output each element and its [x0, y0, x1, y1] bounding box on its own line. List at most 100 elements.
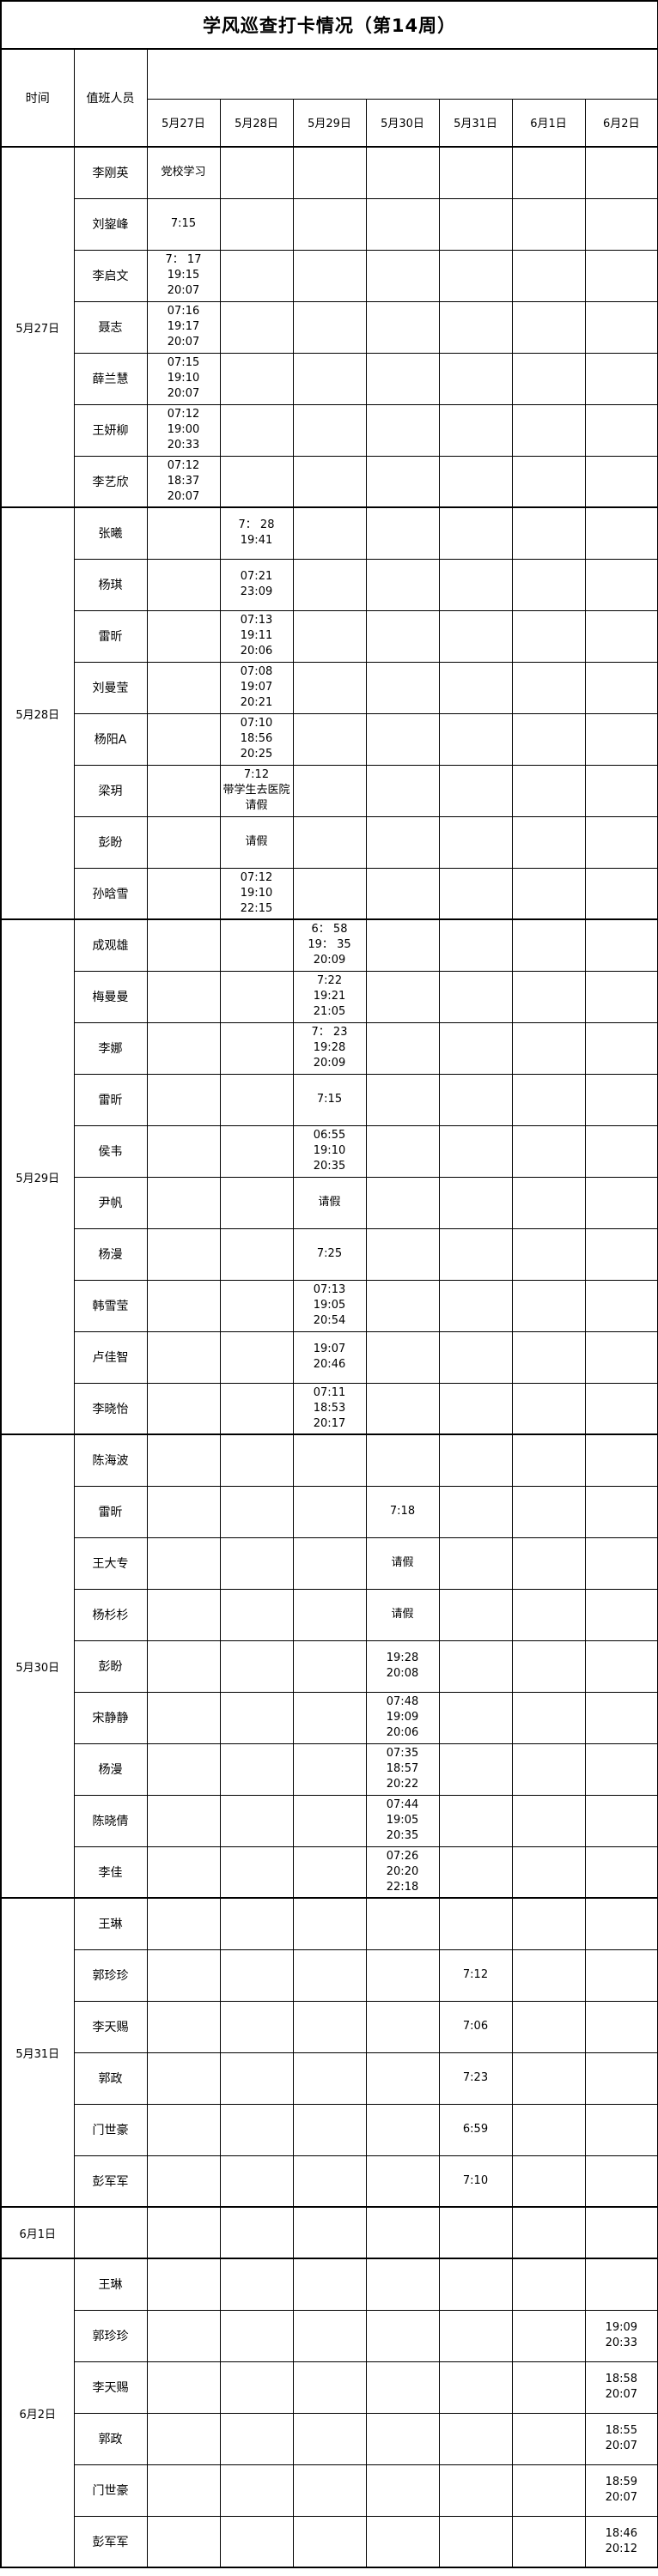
checkin-time: 07:48 — [386, 1695, 419, 1708]
checkin-cell — [584, 1382, 658, 1435]
table-row: 李佳 07:26 20:20 22:18 — [1, 1846, 658, 1899]
checkin-cell — [146, 764, 221, 817]
checkin-time: 请假 — [391, 1556, 414, 1569]
checkin-cell — [146, 1176, 221, 1229]
checkin-cell — [511, 352, 586, 405]
staff-name-cell: 陈海波 — [73, 1433, 148, 1487]
checkin-cell — [511, 2052, 586, 2105]
checkin-time: 19:10 — [167, 372, 200, 385]
checkin-time: 20:06 — [386, 1726, 419, 1739]
table-row: 杨杉杉 请假 — [1, 1588, 658, 1641]
column-header-date: 6月1日 — [511, 98, 586, 148]
staff-name-cell: 李娜 — [73, 1021, 148, 1075]
checkin-time: 7:22 — [316, 974, 343, 987]
checkin-time: 22:15 — [240, 901, 273, 915]
staff-name-cell: 张曦 — [73, 506, 148, 560]
staff-name-cell: 侯韦 — [73, 1124, 148, 1178]
checkin-cell — [146, 1021, 221, 1075]
checkin-cell — [365, 1897, 440, 1950]
checkin-time: 22:18 — [386, 1880, 419, 1894]
checkin-cell — [438, 2412, 513, 2465]
checkin-cell — [511, 1124, 586, 1178]
checkin-cell — [219, 300, 294, 354]
checkin-cell — [438, 1021, 513, 1075]
table-row: 李艺欣 07:12 18:37 20:07 — [1, 455, 658, 508]
table-row: 门世豪 6:59 — [1, 2103, 658, 2156]
checkin-cell — [438, 1691, 513, 1744]
checkin-time: 20:07 — [605, 2440, 638, 2452]
checkin-time: 6:59 — [462, 2123, 489, 2136]
checkin-cell — [584, 2206, 658, 2259]
checkin-time: 07:35 — [386, 1747, 419, 1760]
checkin-cell: 07:16 19:17 20:07 — [146, 300, 221, 354]
checkin-cell — [292, 2052, 367, 2105]
staff-name-cell: 杨漫 — [73, 1743, 148, 1796]
staff-name-cell: 杨杉杉 — [73, 1588, 148, 1641]
header-row-dates: 5月27日 5月28日 5月29日 5月30日 5月31日 6月1日 6月2日 — [1, 98, 658, 148]
checkin-cell — [292, 609, 367, 663]
staff-name-cell: 宋静静 — [73, 1691, 148, 1744]
staff-name-cell: 刘曼莹 — [73, 661, 148, 714]
checkin-cell — [365, 403, 440, 457]
checkin-cell — [438, 146, 513, 199]
checkin-time: 20:07 — [605, 2491, 638, 2504]
time-group-cell: 5月28日 — [0, 506, 75, 920]
checkin-cell — [219, 2000, 294, 2053]
checkin-time: 20:22 — [386, 1778, 419, 1791]
checkin-cell — [438, 352, 513, 405]
checkin-cell — [511, 1949, 586, 2002]
table-row: 5月29日 成观雄 6： 58 19： 35 20:09 — [0, 918, 658, 1435]
checkin-cell — [438, 1227, 513, 1281]
staff-name-cell: 成观雄 — [73, 918, 148, 972]
checkin-time: 20:07 — [167, 284, 200, 297]
checkin-cell — [438, 1485, 513, 1538]
checkin-cell — [365, 764, 440, 817]
table-row: 彭军军 7:10 — [1, 2155, 658, 2208]
checkin-cell — [146, 1330, 221, 1384]
checkin-cell — [219, 2155, 294, 2208]
checkin-cell — [438, 2309, 513, 2362]
checkin-time: 请假 — [391, 1608, 414, 1621]
staff-name-cell: 梅曼曼 — [73, 970, 148, 1023]
checkin-cell — [292, 352, 367, 405]
checkin-cell — [365, 1176, 440, 1229]
checkin-cell — [438, 1588, 513, 1641]
checkin-cell: 7： 17 19:15 20:07 — [146, 249, 221, 302]
checkin-cell — [511, 1846, 586, 1899]
checkin-cell: 07:11 18:53 20:17 — [292, 1382, 367, 1435]
checkin-cell — [365, 2309, 440, 2362]
checkin-cell — [584, 1227, 658, 1281]
checkin-cell — [292, 506, 367, 560]
checkin-time: 18:56 — [240, 732, 273, 745]
table-row: 郭珍珍 19:09 20:33 — [1, 2309, 658, 2362]
checkin-cell — [584, 2103, 658, 2156]
checkin-cell — [584, 1949, 658, 2002]
checkin-cell — [511, 2258, 586, 2311]
checkin-cell — [292, 2206, 367, 2259]
checkin-cell — [365, 918, 440, 972]
checkin-cell: 7:15 — [146, 197, 221, 251]
checkin-time: 19:10 — [313, 1144, 346, 1157]
checkin-cell — [511, 609, 586, 663]
checkin-cell: 07:15 19:10 20:07 — [146, 352, 221, 405]
staff-name-cell — [73, 2206, 148, 2259]
checkin-cell — [219, 970, 294, 1023]
checkin-cell: 6:59 — [438, 2103, 513, 2156]
checkin-cell: 07:26 20:20 22:18 — [365, 1846, 440, 1899]
checkin-cell — [292, 197, 367, 251]
checkin-time: 20:09 — [313, 1057, 346, 1070]
checkin-cell — [219, 197, 294, 251]
checkin-cell — [438, 1124, 513, 1178]
checkin-cell — [292, 1743, 367, 1796]
staff-name-cell: 门世豪 — [73, 2103, 148, 2156]
checkin-cell — [292, 1691, 367, 1744]
checkin-cell — [365, 2515, 440, 2568]
checkin-cell — [438, 764, 513, 817]
staff-name-cell: 李天赐 — [73, 2000, 148, 2053]
checkin-cell — [219, 1691, 294, 1744]
checkin-cell: 07:48 19:09 20:06 — [365, 1691, 440, 1744]
checkin-cell: 07:13 19:11 20:06 — [219, 609, 294, 663]
table-row: 5月27日 李刚英 党校学习 — [0, 146, 658, 508]
checkin-time: 07:21 — [240, 570, 273, 583]
checkin-cell — [292, 1433, 367, 1487]
